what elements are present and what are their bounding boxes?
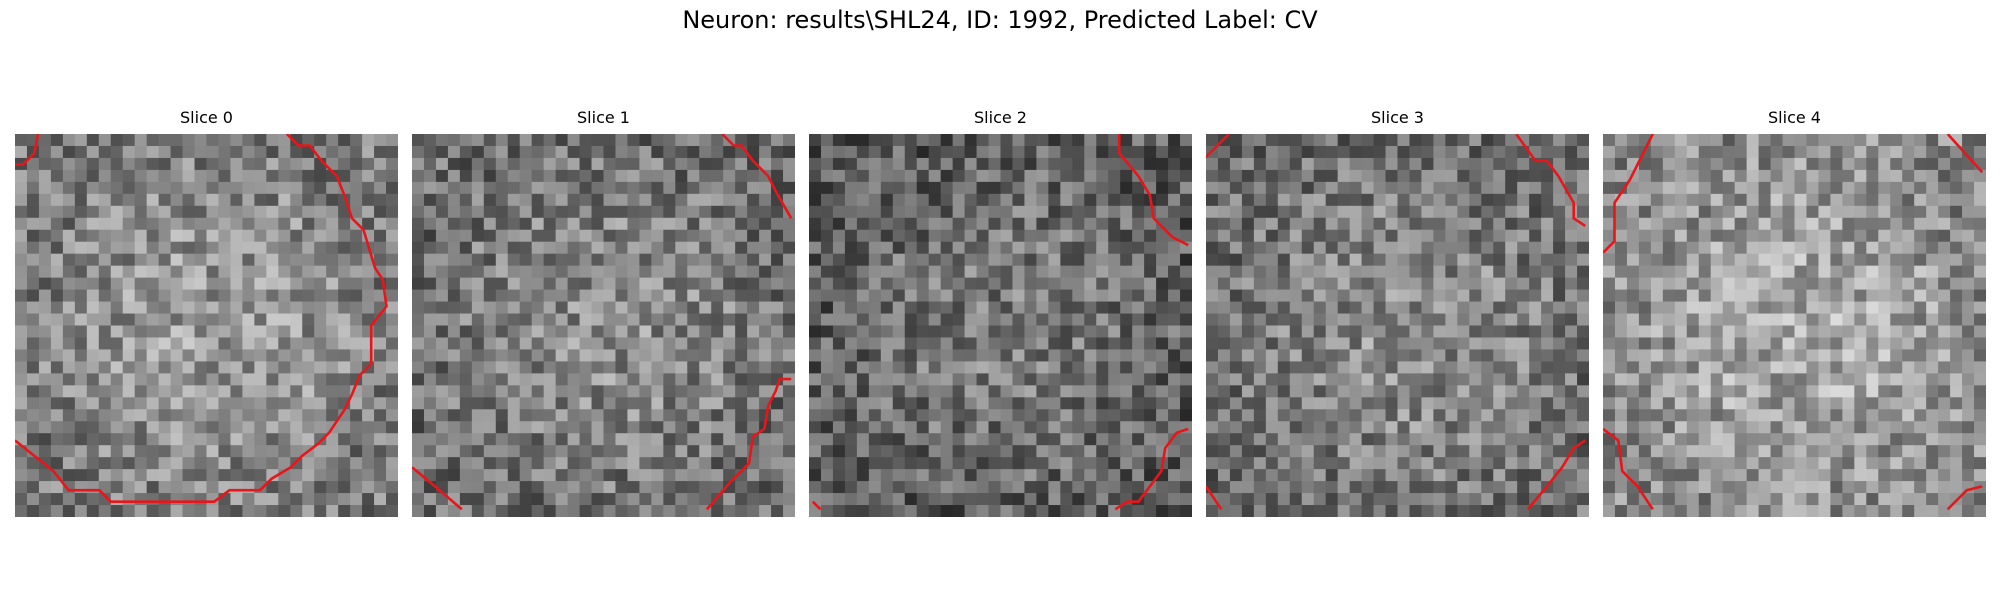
- slice-2-image: [809, 134, 1192, 517]
- slice-2-contour-2: [1114, 427, 1189, 511]
- slice-2-contour-1: [811, 500, 822, 511]
- slice-3-contour-3: [1526, 439, 1586, 511]
- slice-3-contour-2: [1206, 485, 1223, 511]
- slice-0-contour-1: [15, 134, 388, 504]
- slice-4-title: Slice 4: [1768, 108, 1821, 127]
- slice-0-contour-0: [15, 134, 40, 166]
- slice-4-contour-0: [1603, 134, 1654, 254]
- slice-4-contour-1: [1946, 134, 1984, 174]
- slice-0-image: [15, 134, 398, 517]
- slice-3-contour-1: [1515, 134, 1586, 227]
- slice-3-image: [1206, 134, 1589, 517]
- figure-title: Neuron: results\SHL24, ID: 1992, Predict…: [682, 6, 1318, 34]
- slice-2-title: Slice 2: [974, 108, 1027, 127]
- slice-4-image: [1603, 134, 1986, 517]
- slice-3-title: Slice 3: [1371, 108, 1424, 127]
- slice-4-contour-3: [1946, 485, 1983, 511]
- slice-1-contour-1: [412, 466, 463, 511]
- slice-0-title: Slice 0: [180, 108, 233, 127]
- slice-4-contour-2: [1603, 427, 1654, 511]
- slice-1-contour-0: [721, 134, 793, 219]
- slice-1-title: Slice 1: [577, 108, 630, 127]
- slice-1-image: [412, 134, 795, 517]
- slice-2-contour-0: [1117, 134, 1189, 247]
- slice-1-contour-2: [705, 377, 792, 511]
- slice-3-contour-0: [1206, 134, 1230, 158]
